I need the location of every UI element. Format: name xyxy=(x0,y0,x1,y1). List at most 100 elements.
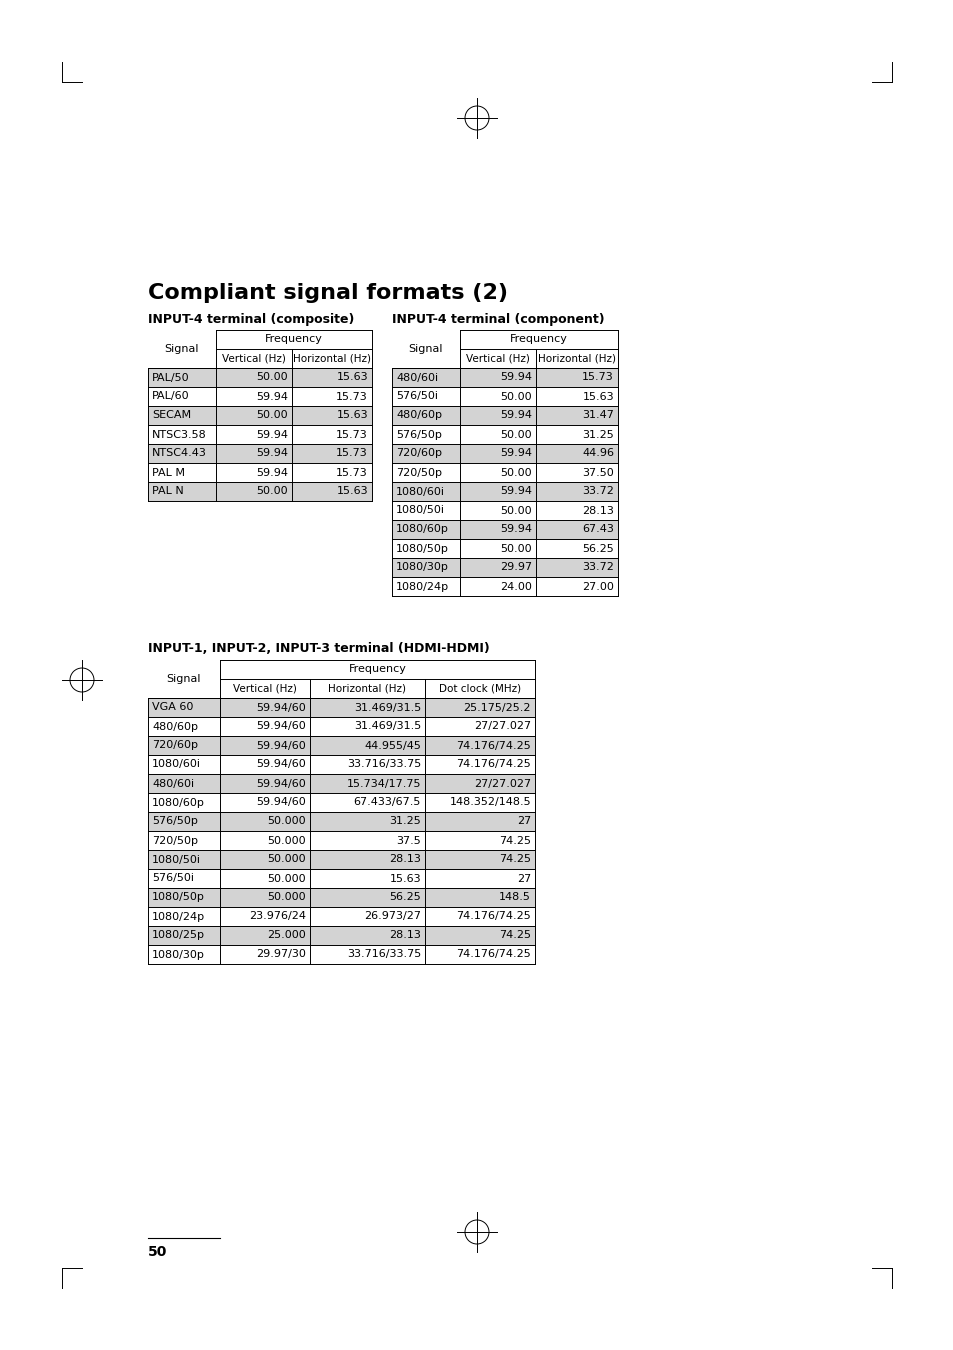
Text: 59.94: 59.94 xyxy=(255,467,288,478)
Text: 50.000: 50.000 xyxy=(267,836,306,845)
Text: 50.00: 50.00 xyxy=(500,429,532,440)
Text: Signal: Signal xyxy=(408,344,443,354)
Text: 24.00: 24.00 xyxy=(499,582,532,591)
Text: Horizontal (Hz): Horizontal (Hz) xyxy=(293,354,371,363)
Text: 1080/24p: 1080/24p xyxy=(395,582,449,591)
Text: 56.25: 56.25 xyxy=(581,544,614,554)
Text: Vertical (Hz): Vertical (Hz) xyxy=(466,354,529,363)
Text: 59.94: 59.94 xyxy=(499,525,532,535)
Text: 33.72: 33.72 xyxy=(581,486,614,497)
Text: 28.13: 28.13 xyxy=(581,505,614,516)
Bar xyxy=(392,369,618,387)
Text: 44.955/45: 44.955/45 xyxy=(364,741,420,751)
Bar xyxy=(148,869,535,888)
Text: 1080/50p: 1080/50p xyxy=(152,892,205,903)
Text: Signal: Signal xyxy=(167,674,201,684)
Text: 15.63: 15.63 xyxy=(336,373,368,382)
Text: 1080/60i: 1080/60i xyxy=(152,760,201,770)
Text: Horizontal (Hz): Horizontal (Hz) xyxy=(537,354,616,363)
Text: 480/60i: 480/60i xyxy=(395,373,437,382)
Bar xyxy=(148,698,535,717)
Text: 67.433/67.5: 67.433/67.5 xyxy=(354,798,420,807)
Text: 576/50i: 576/50i xyxy=(395,392,437,401)
Text: 148.5: 148.5 xyxy=(498,892,531,903)
Bar xyxy=(148,832,535,850)
Text: 59.94/60: 59.94/60 xyxy=(256,721,306,732)
Text: 50.00: 50.00 xyxy=(256,410,288,420)
Text: 50.000: 50.000 xyxy=(267,817,306,826)
Text: 15.73: 15.73 xyxy=(335,392,368,401)
Text: 29.97/30: 29.97/30 xyxy=(255,949,306,960)
Text: 59.94: 59.94 xyxy=(499,448,532,459)
Text: 74.176/74.25: 74.176/74.25 xyxy=(456,741,531,751)
Text: 720/50p: 720/50p xyxy=(152,836,198,845)
Text: 480/60p: 480/60p xyxy=(395,410,441,420)
Bar xyxy=(148,369,372,387)
Text: Frequency: Frequency xyxy=(348,664,406,675)
Text: Compliant signal formats (2): Compliant signal formats (2) xyxy=(148,284,507,302)
Text: 25.000: 25.000 xyxy=(267,930,306,941)
Text: 74.25: 74.25 xyxy=(498,836,531,845)
Text: 25.175/25.2: 25.175/25.2 xyxy=(463,702,531,713)
Text: 74.25: 74.25 xyxy=(498,855,531,864)
Text: 1080/50i: 1080/50i xyxy=(152,855,201,864)
Bar xyxy=(148,888,535,907)
Text: Vertical (Hz): Vertical (Hz) xyxy=(222,354,286,363)
Text: 148.352/148.5: 148.352/148.5 xyxy=(449,798,531,807)
Text: 1080/60i: 1080/60i xyxy=(395,486,444,497)
Text: 1080/30p: 1080/30p xyxy=(152,949,205,960)
Text: 31.469/31.5: 31.469/31.5 xyxy=(354,702,420,713)
Text: 59.94/60: 59.94/60 xyxy=(256,702,306,713)
Bar xyxy=(392,444,618,463)
Text: 50: 50 xyxy=(148,1245,167,1260)
Bar xyxy=(215,350,372,369)
Text: 1080/50i: 1080/50i xyxy=(395,505,444,516)
Text: Vertical (Hz): Vertical (Hz) xyxy=(233,683,296,694)
Text: 50.00: 50.00 xyxy=(500,544,532,554)
Text: Frequency: Frequency xyxy=(265,335,323,344)
Text: 720/60p: 720/60p xyxy=(395,448,441,459)
Bar xyxy=(392,576,618,595)
Bar xyxy=(148,406,372,425)
Text: 15.73: 15.73 xyxy=(335,467,368,478)
Text: PAL/50: PAL/50 xyxy=(152,373,190,382)
Text: INPUT-4 terminal (composite): INPUT-4 terminal (composite) xyxy=(148,313,354,327)
Bar xyxy=(392,482,618,501)
Text: 50.000: 50.000 xyxy=(267,873,306,883)
Bar xyxy=(392,558,618,576)
Bar xyxy=(148,945,535,964)
Bar xyxy=(148,792,535,811)
Bar xyxy=(392,387,618,406)
Text: 480/60p: 480/60p xyxy=(152,721,198,732)
Text: 31.25: 31.25 xyxy=(389,817,420,826)
Bar xyxy=(392,520,618,539)
Bar xyxy=(392,501,618,520)
Text: 480/60i: 480/60i xyxy=(152,779,193,788)
Text: 28.13: 28.13 xyxy=(389,930,420,941)
Text: 27.00: 27.00 xyxy=(581,582,614,591)
Text: 37.5: 37.5 xyxy=(395,836,420,845)
Text: 74.176/74.25: 74.176/74.25 xyxy=(456,911,531,922)
Text: 15.73: 15.73 xyxy=(335,448,368,459)
Text: SECAM: SECAM xyxy=(152,410,191,420)
Bar xyxy=(148,482,372,501)
Text: 50.000: 50.000 xyxy=(267,855,306,864)
Text: 74.25: 74.25 xyxy=(498,930,531,941)
Text: Frequency: Frequency xyxy=(510,335,567,344)
Bar xyxy=(148,425,372,444)
Bar xyxy=(392,425,618,444)
Text: INPUT-4 terminal (component): INPUT-4 terminal (component) xyxy=(392,313,604,327)
Text: 33.716/33.75: 33.716/33.75 xyxy=(346,760,420,770)
Text: 1080/25p: 1080/25p xyxy=(152,930,205,941)
Text: 576/50p: 576/50p xyxy=(395,429,441,440)
Text: 27/27.027: 27/27.027 xyxy=(474,779,531,788)
Text: 720/50p: 720/50p xyxy=(395,467,441,478)
Text: 26.973/27: 26.973/27 xyxy=(364,911,420,922)
Text: 59.94: 59.94 xyxy=(499,373,532,382)
Text: 27: 27 xyxy=(517,873,531,883)
Bar xyxy=(459,350,618,369)
Text: 15.73: 15.73 xyxy=(581,373,614,382)
Text: 31.47: 31.47 xyxy=(581,410,614,420)
Text: 33.716/33.75: 33.716/33.75 xyxy=(346,949,420,960)
Text: 67.43: 67.43 xyxy=(581,525,614,535)
